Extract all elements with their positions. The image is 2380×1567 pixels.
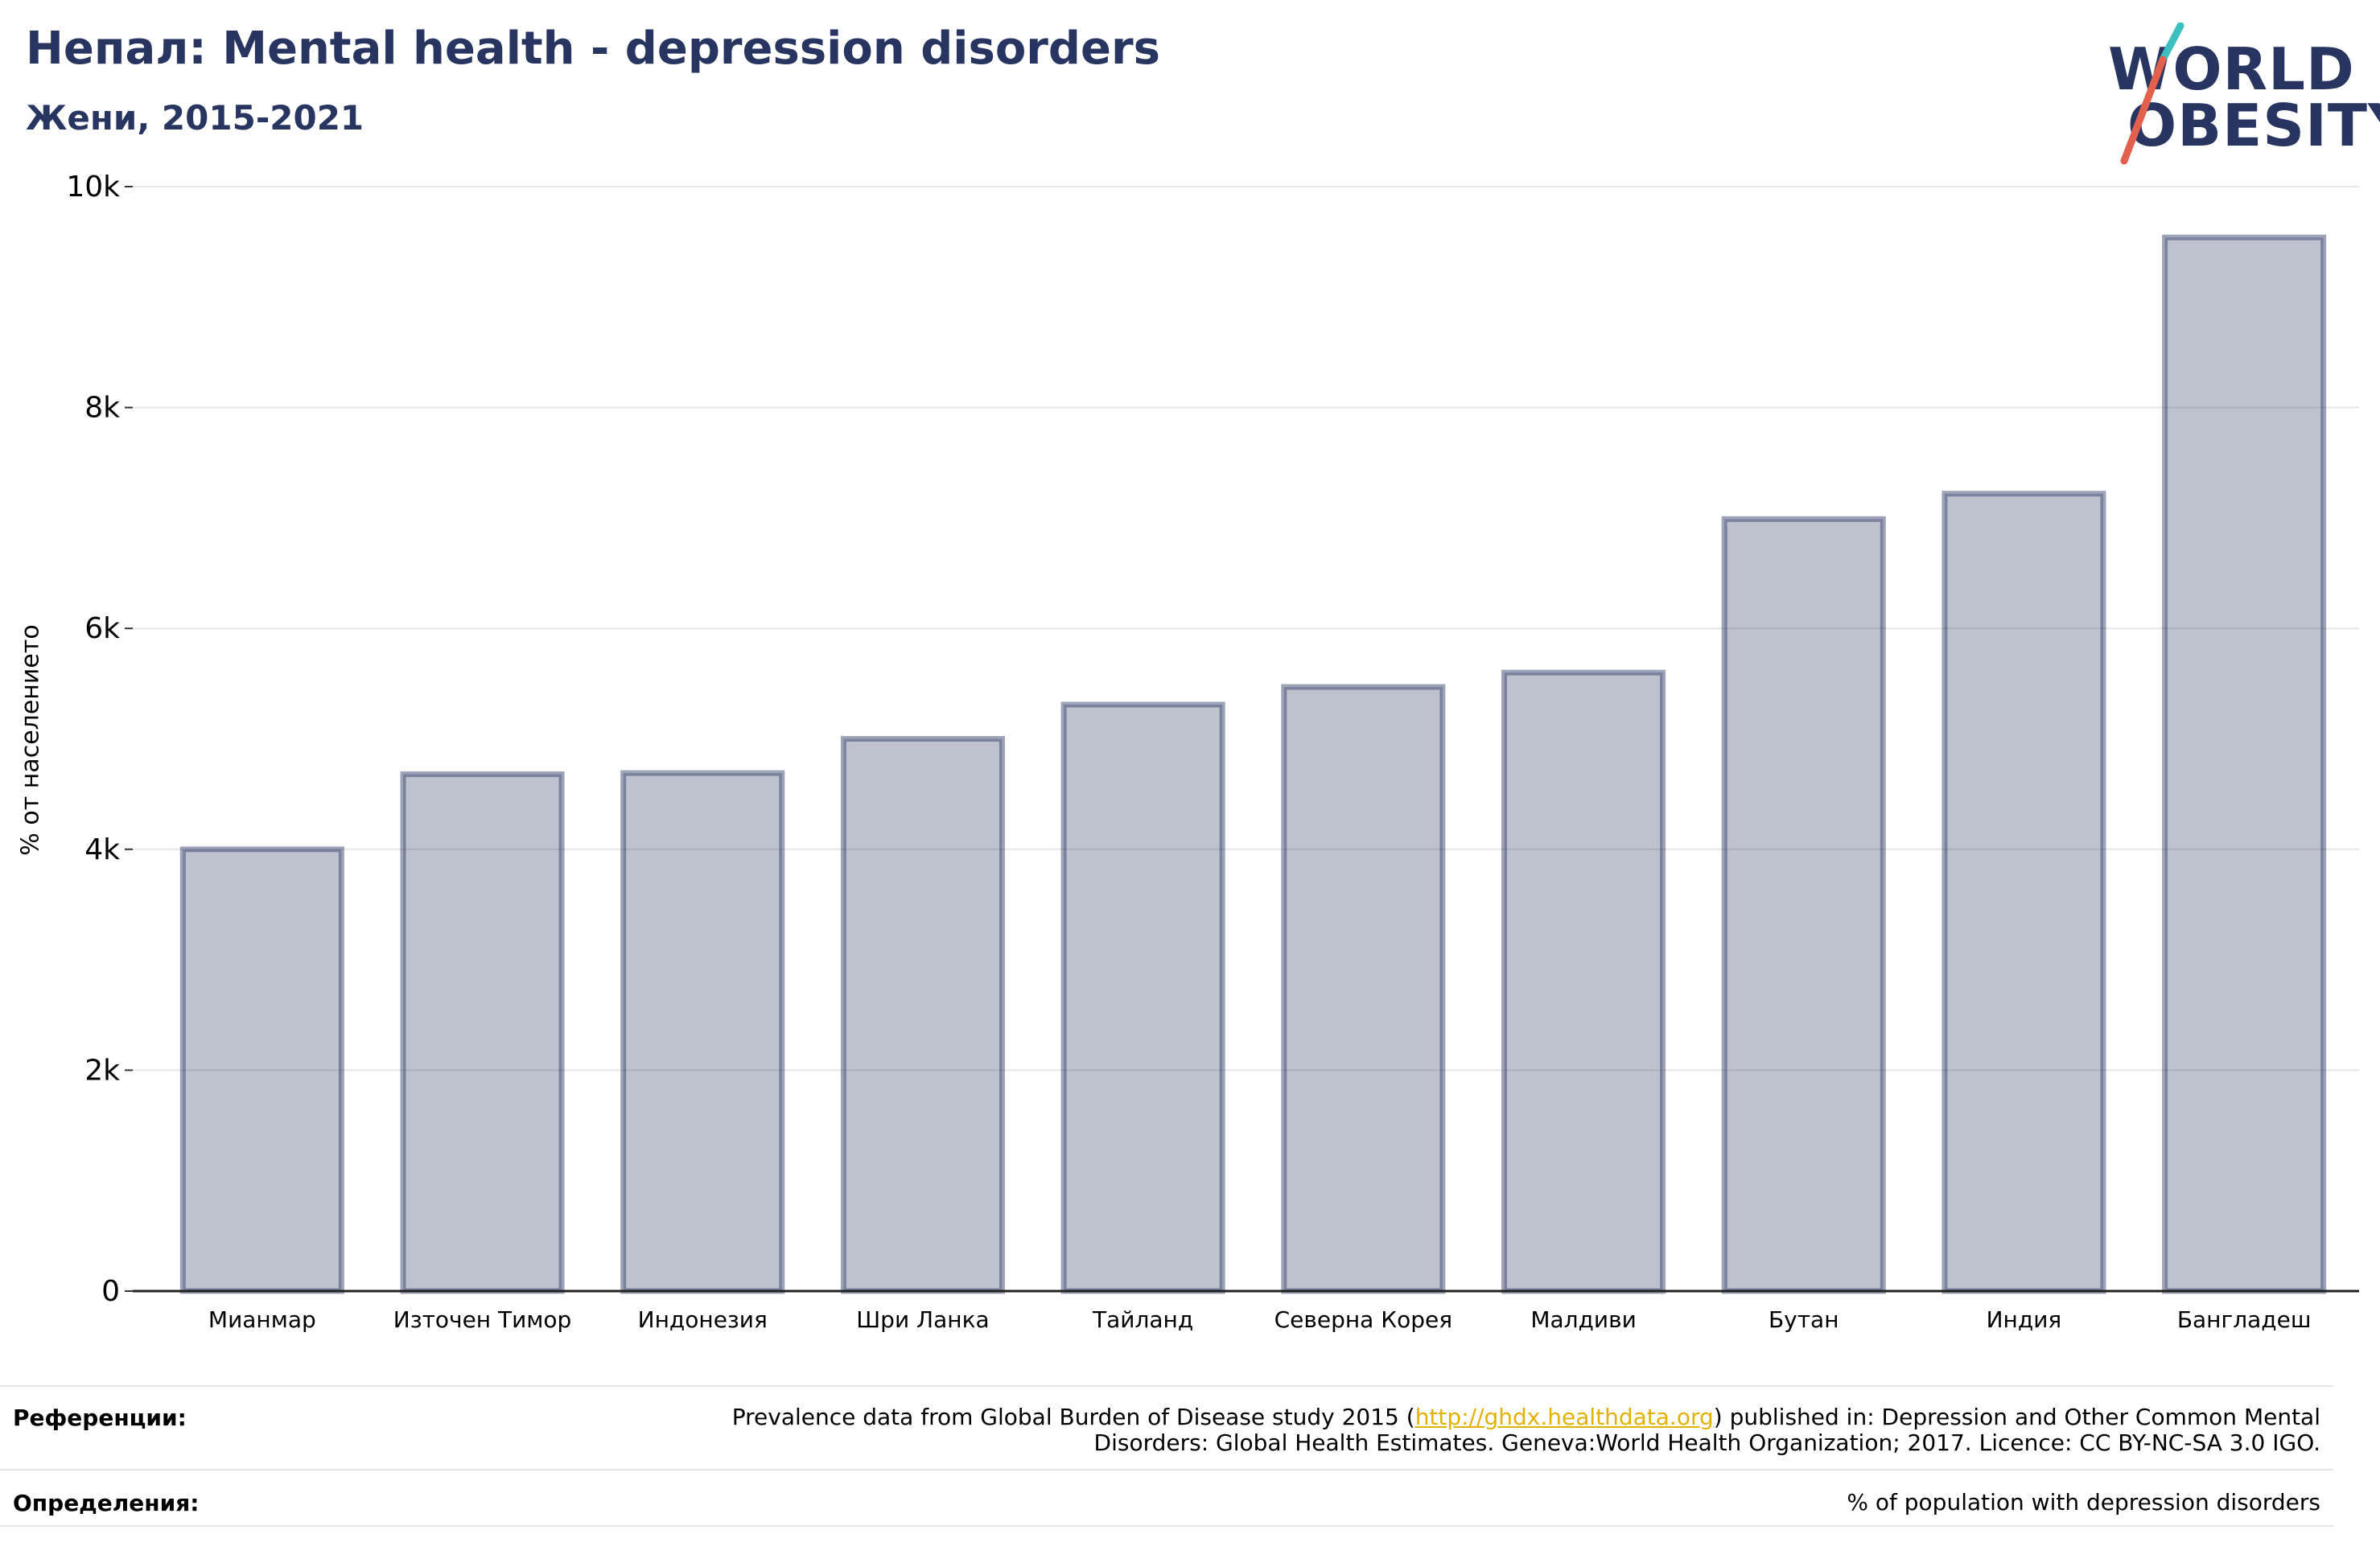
references-text-line2: Disorders: Global Health Estimates. Gene… — [1093, 1429, 2320, 1457]
bars — [179, 234, 2327, 1294]
y-tick-label: 8k — [84, 392, 120, 425]
x-tick-label: Източен Тимор — [393, 1306, 572, 1333]
bar-6 — [1281, 684, 1446, 1294]
y-tick-label: 6k — [84, 612, 120, 645]
references-row: Референции: Prevalence data from Global … — [0, 1385, 2333, 1456]
footer-bottom-divider — [0, 1525, 2333, 1527]
references-text: Prevalence data from Global Burden of Di… — [731, 1404, 2320, 1457]
bar-10 — [2162, 234, 2327, 1294]
logo-slash-icon — [2120, 23, 2184, 165]
bar-chart: 0 2k 4k 6k 8k 10k Мианмар Източен Тимор Индонези… — [66, 171, 2359, 1333]
chart-title: Непал: Mental health - depression disord… — [26, 23, 1160, 75]
x-tick-label: Бутан — [1769, 1306, 1839, 1333]
references-link[interactable]: http://ghdx.healthdata.org — [1414, 1404, 1714, 1430]
bar-1 — [179, 846, 344, 1294]
x-tick-label: Малдиви — [1530, 1306, 1636, 1333]
y-tick-label: 10k — [66, 171, 120, 204]
grid-lines — [133, 186, 2359, 1071]
definitions-text: % of population with depression disorder… — [1847, 1489, 2320, 1516]
x-tick-label: Мианмар — [208, 1306, 316, 1333]
references-text-pre: Prevalence data from Global Burden of Di… — [731, 1404, 1415, 1430]
references-label: Референции: — [13, 1405, 187, 1431]
chart-subtitle: Жени, 2015-2021 — [26, 98, 364, 138]
x-tick-label: Бангладеш — [2177, 1306, 2312, 1333]
references-text-post: ) published in: Depression and Other Com… — [1713, 1404, 2320, 1430]
y-tick-label: 0 — [101, 1275, 120, 1308]
tick-labels: 0 2k 4k 6k 8k 10k Мианмар Източен Тимор Индонези… — [66, 171, 2311, 1333]
world-obesity-logo: WORLD OBESITY — [2092, 23, 2380, 167]
bar-3 — [620, 770, 785, 1294]
bar-8 — [1721, 516, 1886, 1294]
x-tick-label: Тайланд — [1092, 1306, 1193, 1333]
y-tick-label: 2k — [84, 1054, 120, 1087]
x-tick-label: Индонезия — [638, 1306, 768, 1333]
bar-9 — [1941, 491, 2106, 1294]
x-tick-label: Северна Корея — [1274, 1306, 1453, 1333]
bar-4 — [840, 736, 1005, 1294]
bar-2 — [400, 771, 565, 1294]
bar-7 — [1501, 669, 1666, 1294]
x-tick-label: Индия — [1987, 1306, 2062, 1333]
y-axis-label: % от населението — [16, 624, 45, 856]
logo-word-obesity: OBESITY — [2127, 92, 2380, 159]
definitions-label: Определения: — [13, 1490, 200, 1516]
y-tick-label: 4k — [84, 833, 120, 866]
bar-5 — [1060, 701, 1225, 1294]
definitions-row: Определения: % of population with depres… — [0, 1469, 2333, 1516]
x-tick-label: Шри Ланка — [856, 1306, 989, 1333]
axes — [125, 186, 2359, 1293]
